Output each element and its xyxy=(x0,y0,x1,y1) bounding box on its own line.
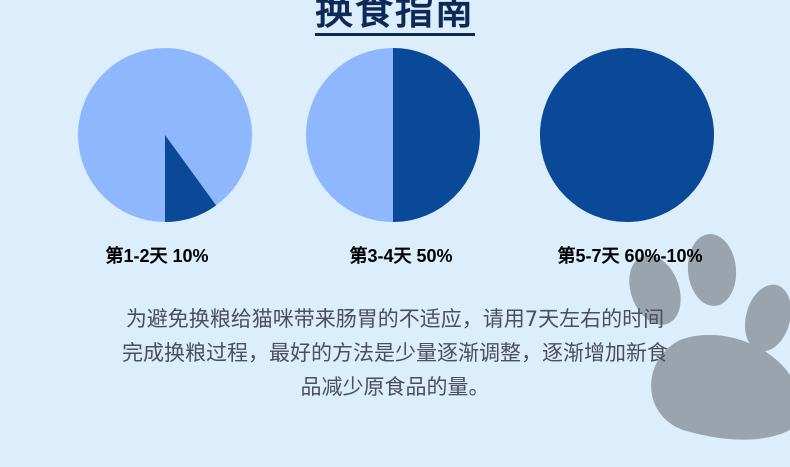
stage-label: 第5-7天 60%-10% xyxy=(557,245,702,266)
stage-label: 第3-4天 50% xyxy=(349,245,452,266)
description: 为避免换粮给猫咪带来肠胃的不适应，请用7天左右的时间 完成换粮过程，最好的方法是少… xyxy=(40,302,750,404)
pie-slice xyxy=(540,48,714,222)
description-line: 为避免换粮给猫咪带来肠胃的不适应，请用7天左右的时间 xyxy=(125,307,665,331)
description-line: 完成换粮过程，最好的方法是少量逐渐调整，逐渐增加新食 xyxy=(122,341,668,365)
paw-print xyxy=(629,234,790,440)
pie-slice xyxy=(165,135,217,222)
title: 换食指南 xyxy=(314,0,475,36)
title-wrap: 换食指南 xyxy=(0,0,790,36)
description-line: 品减少原食品的量。 xyxy=(300,375,490,399)
stage-label: 第1-2天 10% xyxy=(105,245,208,266)
pie-slice xyxy=(393,48,480,222)
